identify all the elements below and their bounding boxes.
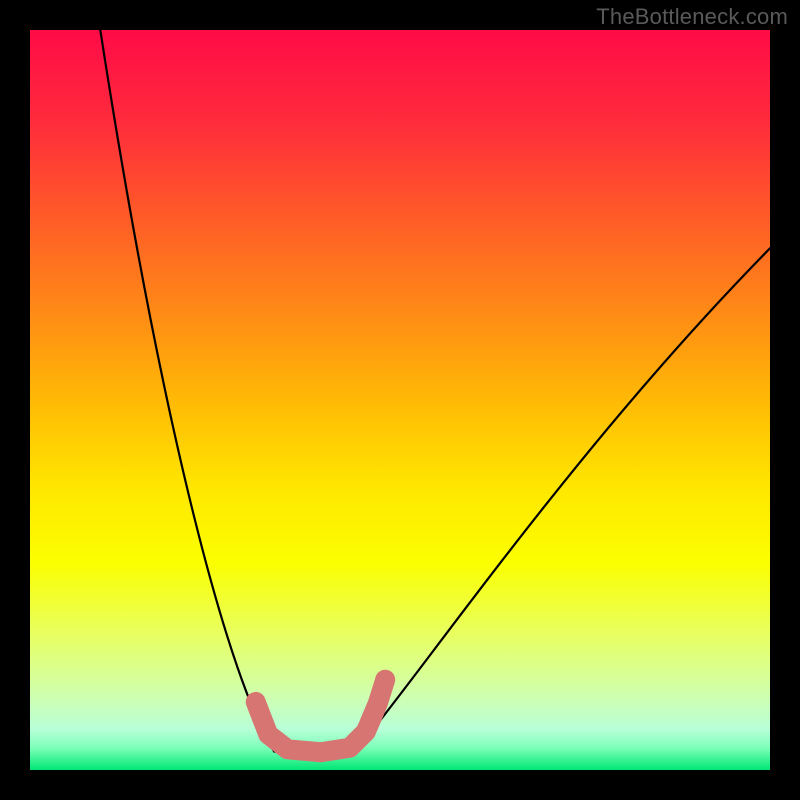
bottleneck-chart (0, 0, 800, 800)
watermark-text: TheBottleneck.com (596, 4, 788, 30)
gradient-background (30, 30, 770, 770)
